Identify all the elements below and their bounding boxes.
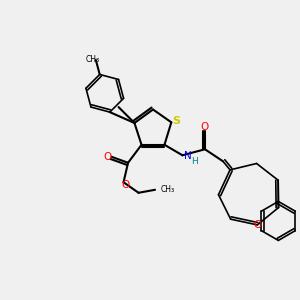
Text: O: O bbox=[121, 180, 129, 190]
Text: O: O bbox=[104, 152, 112, 162]
Text: CH₃: CH₃ bbox=[161, 185, 175, 194]
Text: H: H bbox=[191, 157, 198, 166]
Text: S: S bbox=[172, 116, 180, 126]
Text: N: N bbox=[184, 151, 192, 161]
Text: O: O bbox=[253, 220, 262, 230]
Text: O: O bbox=[201, 122, 209, 132]
Text: CH₃: CH₃ bbox=[86, 56, 100, 64]
